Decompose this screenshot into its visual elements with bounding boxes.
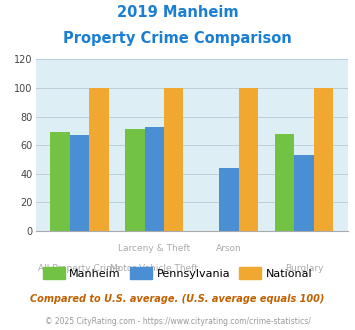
Bar: [50, 132, 70, 231]
Bar: [144, 127, 164, 231]
Text: Burglary: Burglary: [285, 264, 323, 273]
Bar: [239, 88, 258, 231]
Bar: [70, 135, 89, 231]
Text: All Property Crime: All Property Crime: [38, 264, 121, 273]
Text: Compared to U.S. average. (U.S. average equals 100): Compared to U.S. average. (U.S. average …: [30, 294, 325, 304]
Text: Motor Vehicle Theft: Motor Vehicle Theft: [110, 264, 198, 273]
Bar: [313, 88, 333, 231]
Legend: Manheim, Pennsylvania, National: Manheim, Pennsylvania, National: [38, 263, 317, 283]
Bar: [164, 88, 183, 231]
Bar: [294, 155, 313, 231]
Bar: [89, 88, 109, 231]
Text: Larceny & Theft: Larceny & Theft: [118, 244, 190, 253]
Text: Arson: Arson: [216, 244, 242, 253]
Bar: [275, 134, 294, 231]
Text: © 2025 CityRating.com - https://www.cityrating.com/crime-statistics/: © 2025 CityRating.com - https://www.city…: [45, 317, 310, 326]
Bar: [125, 129, 144, 231]
Bar: [219, 168, 239, 231]
Text: 2019 Manheim: 2019 Manheim: [117, 5, 238, 20]
Text: Property Crime Comparison: Property Crime Comparison: [63, 31, 292, 46]
